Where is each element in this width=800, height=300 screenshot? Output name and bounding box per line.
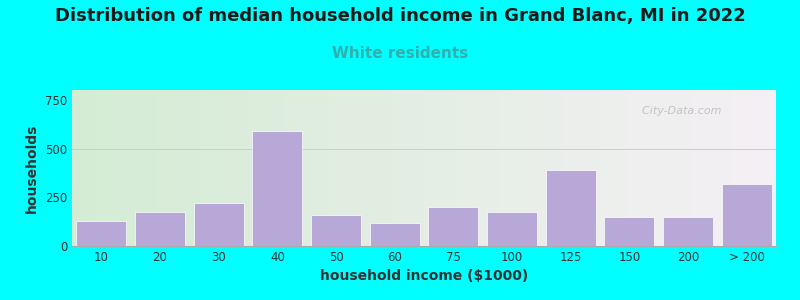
Bar [135, 212, 185, 246]
Text: White residents: White residents [332, 46, 468, 62]
Text: City-Data.com: City-Data.com [635, 106, 722, 116]
Bar [311, 215, 361, 246]
Text: Distribution of median household income in Grand Blanc, MI in 2022: Distribution of median household income … [54, 8, 746, 26]
Bar [487, 212, 537, 246]
Bar [194, 203, 243, 246]
Bar [253, 131, 302, 246]
Bar [77, 221, 126, 246]
Bar [429, 207, 478, 246]
Bar [722, 184, 771, 246]
Bar [546, 170, 595, 246]
Y-axis label: households: households [26, 123, 39, 213]
Bar [663, 217, 713, 246]
Bar [370, 223, 419, 246]
X-axis label: household income ($1000): household income ($1000) [320, 269, 528, 284]
Bar [605, 217, 654, 246]
